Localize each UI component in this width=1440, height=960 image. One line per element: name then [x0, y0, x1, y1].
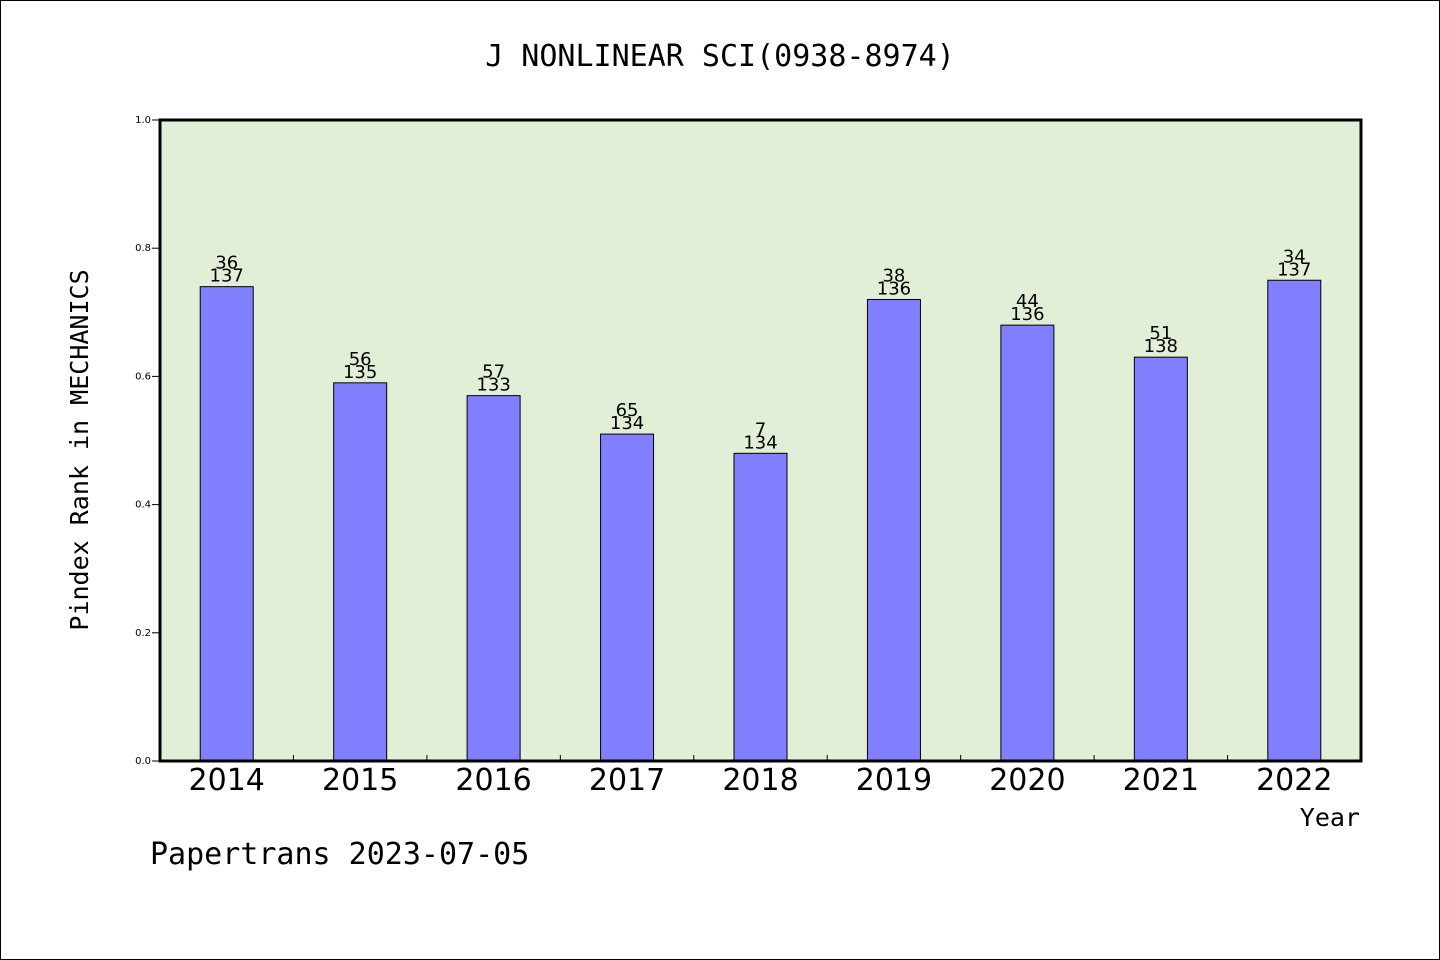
footer-credit: Papertrans 2023-07-05	[150, 837, 529, 872]
bar-total-label: 135	[343, 362, 377, 383]
bar-total-label: 133	[476, 375, 510, 396]
y-tick-label: 0.8	[135, 243, 151, 254]
y-tick-label: 0.6	[135, 371, 151, 382]
bar	[199, 286, 254, 762]
y-axis: 0.0 0.2 0.4 0.6 0.8 1.0	[135, 115, 160, 767]
bar	[733, 452, 788, 762]
y-tick-label: 0.2	[135, 628, 151, 639]
x-tick-label: 2021	[1123, 763, 1199, 798]
y-axis-label: Pindex Rank in MECHANICS	[65, 269, 94, 630]
bar-rank-label: 56	[349, 349, 372, 370]
bar	[1133, 356, 1188, 762]
bar-total-label: 134	[610, 413, 644, 434]
y-tick-label: 0.4	[135, 500, 151, 511]
bar-rank-label: 34	[1283, 246, 1306, 267]
bar-rank-label: 7	[755, 419, 766, 440]
bar-total-label: 136	[877, 278, 911, 299]
bar	[466, 395, 521, 762]
bar-rank-label: 65	[616, 400, 639, 421]
bar	[1267, 279, 1322, 762]
bar-rank-label: 51	[1149, 323, 1172, 344]
bar	[1000, 324, 1055, 762]
bar-rank-label: 44	[1016, 291, 1039, 312]
x-tick-label: 2016	[455, 763, 531, 798]
y-tick-label: 0.0	[135, 756, 151, 767]
x-axis: 2014 2015 2016 2017 2018 2019 2020 2021 2022	[189, 755, 1332, 798]
bar-rank-label: 38	[882, 265, 905, 286]
x-tick-label: 2022	[1256, 763, 1332, 798]
x-tick-label: 2017	[589, 763, 665, 798]
bar	[866, 298, 921, 762]
x-tick-label: 2020	[989, 763, 1065, 798]
x-tick-label: 2014	[189, 763, 265, 798]
plot-border	[158, 118, 1363, 763]
x-tick-label: 2019	[856, 763, 932, 798]
bar	[600, 433, 655, 762]
bar-total-label: 136	[1010, 304, 1044, 325]
bar-total-label: 137	[1277, 259, 1311, 280]
chart-title: J NONLINEAR SCI(0938-8974)	[485, 39, 955, 74]
x-tick-label: 2018	[722, 763, 798, 798]
bar-rank-label: 57	[482, 362, 505, 383]
x-axis-label: Year	[1300, 803, 1360, 832]
y-tick-label: 1.0	[135, 115, 151, 126]
bar-total-label: 137	[210, 266, 244, 287]
bar-rank-label: 36	[215, 253, 238, 274]
bar	[333, 382, 388, 762]
bar-total-label: 138	[1144, 336, 1178, 357]
bar-total-label: 134	[743, 432, 777, 453]
x-tick-label: 2015	[322, 763, 398, 798]
bars-group	[199, 279, 1322, 762]
